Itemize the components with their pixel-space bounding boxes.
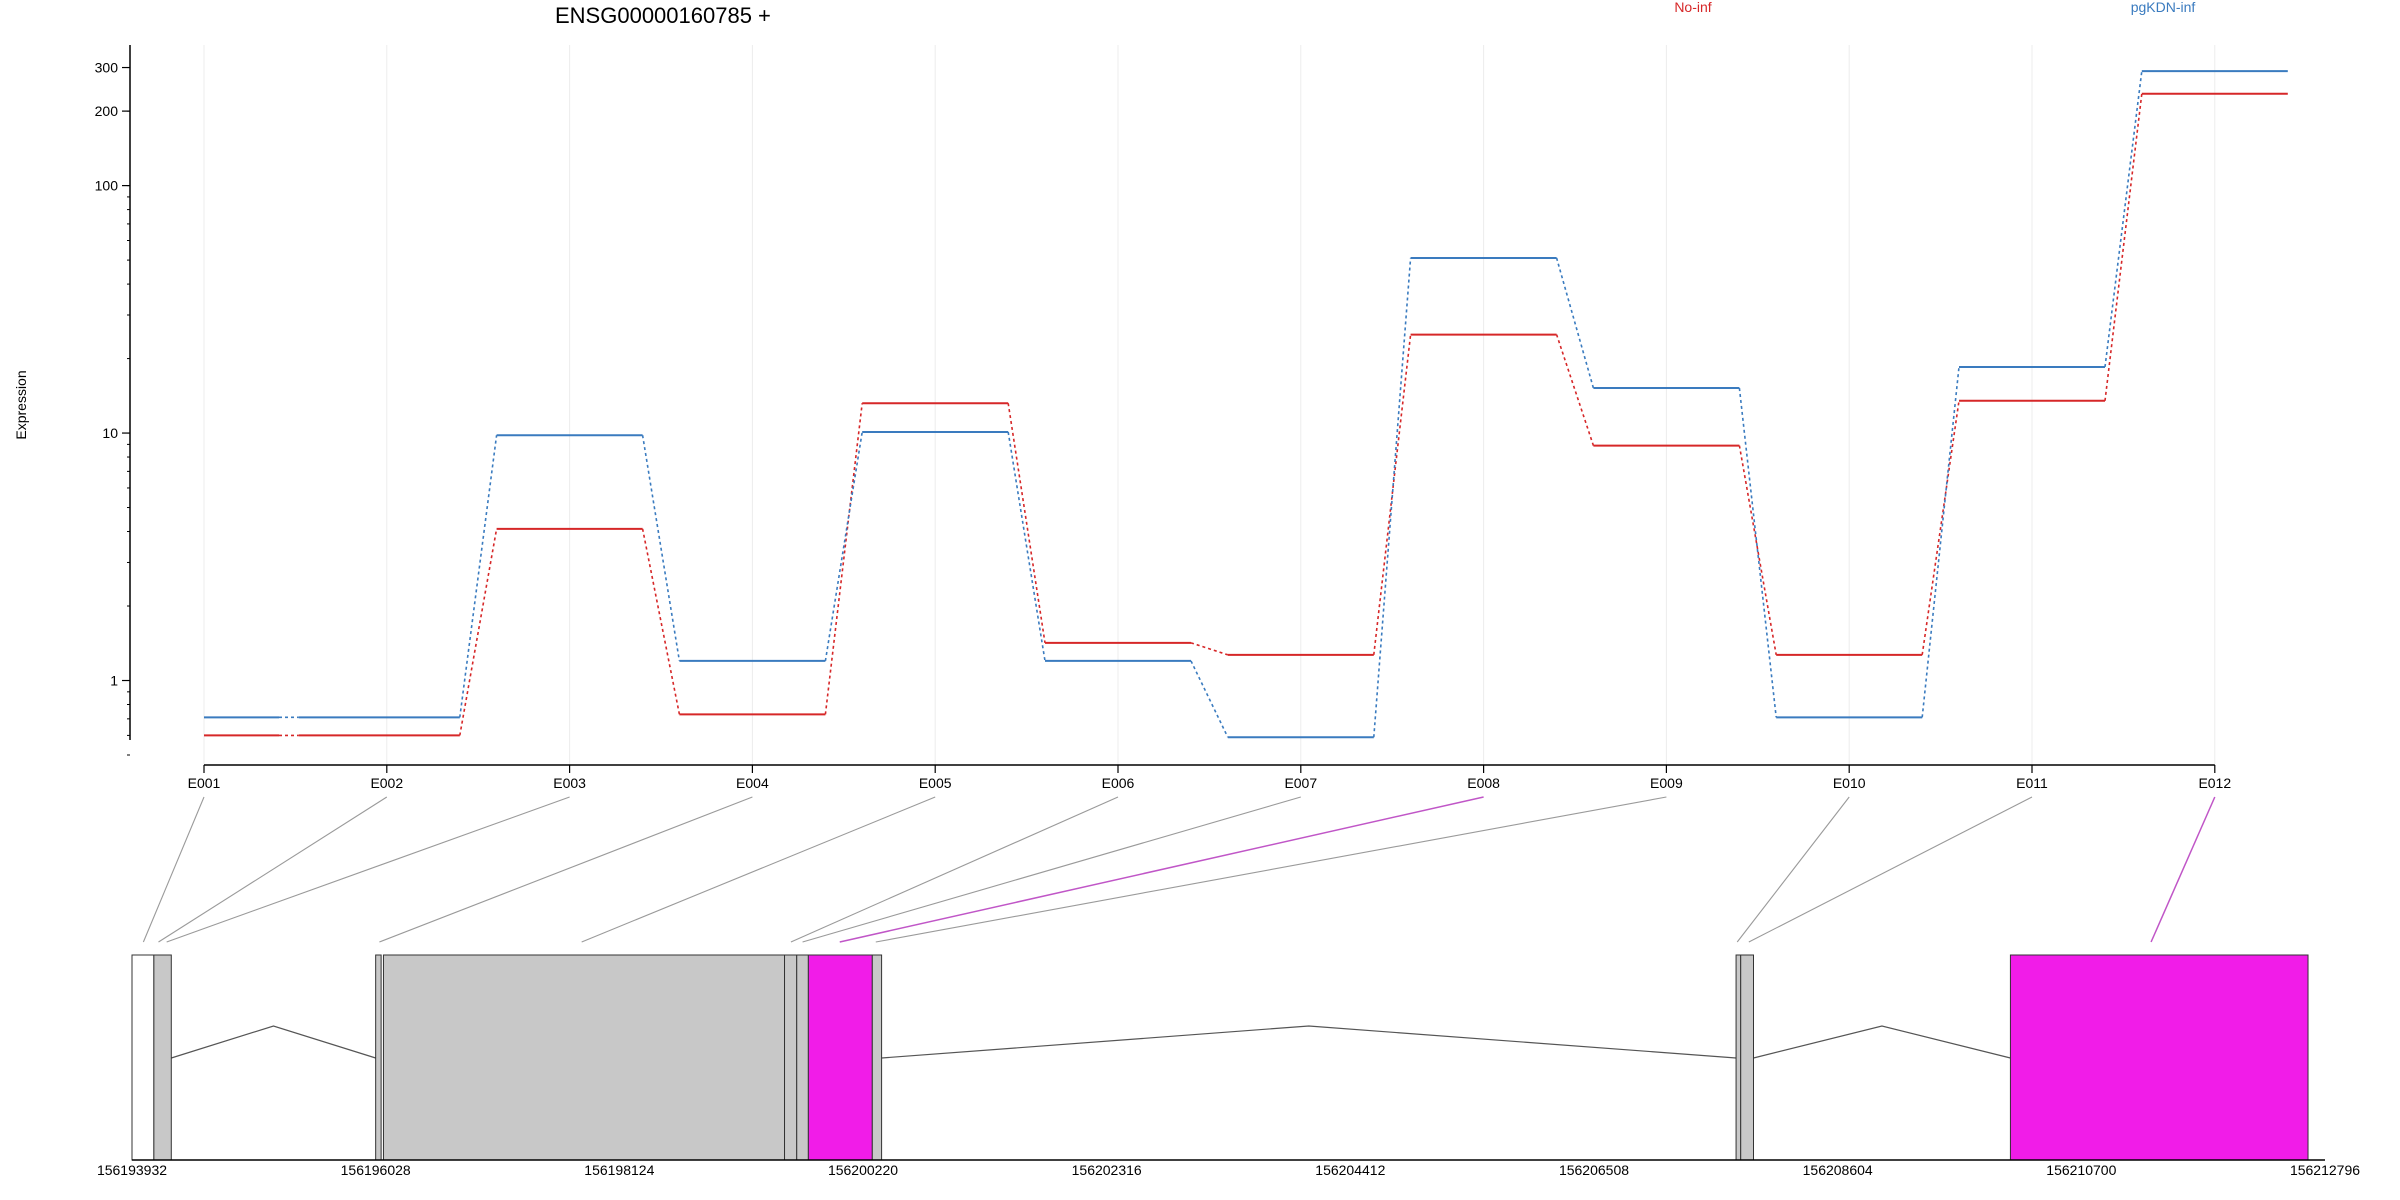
series-link	[1921, 400, 1960, 655]
x-tick-label-e008: E008	[1467, 775, 1500, 791]
series-link	[1190, 660, 1229, 738]
x-tick-label-e012: E012	[2198, 775, 2231, 791]
exon-9	[1735, 954, 1742, 1161]
series-link	[2104, 93, 2143, 401]
series-link	[1007, 431, 1046, 662]
exon-8	[871, 954, 883, 1161]
series-link	[641, 528, 681, 715]
series-link	[459, 435, 498, 718]
y-tick-label-200: 200	[95, 103, 119, 119]
series-link	[1921, 366, 1960, 718]
x-tick-label-e007: E007	[1284, 775, 1317, 791]
connector-e010	[1736, 796, 1850, 943]
series-link	[1007, 403, 1046, 643]
gridlines	[203, 45, 2216, 765]
coord-label-10: 156212796	[2290, 1162, 2360, 1178]
coord-label-4: 156200220	[828, 1162, 898, 1178]
series-no-inf	[204, 92, 2288, 737]
series-link	[824, 431, 863, 662]
connector-e006	[790, 796, 1119, 943]
intron-3	[1753, 1025, 2011, 1059]
intron-2	[881, 1025, 1737, 1059]
connector-e009	[875, 796, 1667, 943]
x-tick-label-e010: E010	[1833, 775, 1866, 791]
coord-label-9: 156210700	[2046, 1162, 2116, 1178]
coord-label-6: 156204412	[1315, 1162, 1385, 1178]
exon-1	[131, 954, 155, 1161]
exon-4	[382, 954, 786, 1161]
series-link	[1555, 257, 1595, 389]
coord-label-2: 156196028	[341, 1162, 411, 1178]
connector-lines	[142, 796, 2216, 943]
coord-label-8: 156208604	[1803, 1162, 1873, 1178]
series-link	[2104, 71, 2143, 368]
y-tick-label-100: 100	[95, 178, 119, 194]
series-group	[204, 70, 2288, 739]
series-link	[824, 403, 863, 715]
x-tick-label-e001: E001	[188, 775, 221, 791]
x-tick-label-e009: E009	[1650, 775, 1683, 791]
y-axis-label: Expression	[13, 370, 29, 439]
y-tick-label-300: 300	[95, 60, 119, 76]
coordinate-axis: 156193932 156196028 156198124 156200220 1562…	[97, 1159, 2360, 1178]
series-link	[1738, 387, 1777, 718]
x-tick-label-e005: E005	[919, 775, 952, 791]
exon-10	[1740, 954, 1754, 1161]
series-link	[641, 435, 681, 662]
chart-title: ENSG00000160785 +	[555, 3, 771, 28]
intron-1	[171, 1025, 376, 1059]
x-tick-label-e004: E004	[736, 775, 769, 791]
series-link	[1190, 642, 1229, 656]
connector-e011	[1748, 796, 2033, 943]
exon-7	[807, 954, 873, 1161]
x-axis: E001 E002 E003 E004 E005 E006 E007 E008 E009 E010…	[188, 764, 2231, 791]
coord-label-5: 156202316	[1072, 1162, 1142, 1178]
connector-e008	[839, 796, 1484, 943]
exon-5	[784, 954, 798, 1161]
series-link	[1373, 334, 1412, 655]
connector-e007	[802, 796, 1301, 943]
connector-e005	[581, 796, 936, 943]
exon-2	[153, 954, 172, 1161]
legend-pgkdn-inf: pgKDN-inf	[2131, 0, 2196, 15]
y-tick-label-1: 1	[110, 673, 118, 689]
series-link	[459, 528, 498, 736]
connector-e003	[166, 796, 570, 943]
gene-model	[131, 954, 2309, 1161]
series-pgkdn-inf	[204, 70, 2288, 739]
y-axis: 1 10 100 200 300	[95, 45, 131, 756]
y-tick-label-10: 10	[102, 425, 118, 441]
exon-11	[2009, 954, 2309, 1161]
connector-e012	[2150, 796, 2216, 943]
connector-e004	[379, 796, 753, 943]
coord-label-1: 156193932	[97, 1162, 167, 1178]
x-tick-label-e011: E011	[2016, 775, 2048, 791]
exon-6	[796, 954, 809, 1161]
x-tick-label-e002: E002	[370, 775, 403, 791]
legend-no-inf: No-inf	[1674, 0, 1711, 15]
exon-3	[375, 954, 382, 1161]
coord-label-3: 156198124	[584, 1162, 654, 1178]
x-tick-label-e003: E003	[553, 775, 586, 791]
connector-e001	[142, 796, 205, 943]
x-tick-label-e006: E006	[1102, 775, 1135, 791]
coord-label-7: 156206508	[1559, 1162, 1629, 1178]
connector-e002	[158, 796, 388, 943]
series-link	[1373, 257, 1412, 738]
series-link	[1555, 334, 1595, 446]
